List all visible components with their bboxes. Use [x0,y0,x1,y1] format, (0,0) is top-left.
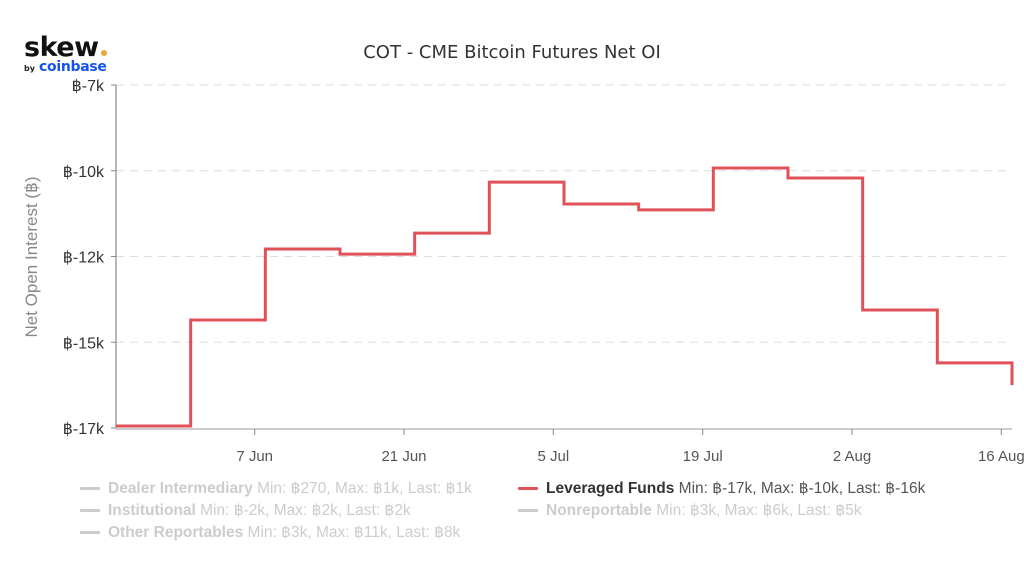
legend-swatch [80,509,100,513]
x-tick-label: 19 Jul [683,448,723,465]
y-axis-label: Net Open Interest (฿) [22,176,41,337]
legend-item-leveraged-funds[interactable]: Leveraged Funds Min: ฿-17k, Max: ฿-10k, … [518,478,925,500]
x-tick-label: 16 Aug [978,448,1024,465]
y-tick-label: ฿-15k [63,335,105,352]
legend-swatch [80,531,100,535]
logo-by: by [24,64,35,73]
y-tick-label: ฿-17k [63,421,105,438]
x-tick-label: 7 Jun [236,448,273,465]
legend-swatch [518,487,538,491]
skew-logo: skew by coinbase [24,34,114,78]
logo-brand: coinbase [39,59,107,75]
logo-dot [100,50,107,56]
logo-wordmark: skew [24,34,107,62]
y-axis: ฿-7k ฿-10k ฿-12k ฿-15k ฿-17k [63,78,117,438]
y-tick-label: ฿-10k [63,164,105,181]
y-tick-label: ฿-7k [72,78,105,95]
legend-swatch [518,509,538,513]
series-group [116,166,1014,428]
legend-swatch [80,487,100,491]
x-tick-label: 21 Jun [381,448,426,465]
gridlines [116,84,1012,343]
x-tick-label: 2 Aug [833,448,871,465]
legend-item-other-reportables[interactable]: Other Reportables Min: ฿3k, Max: ฿11k, L… [80,522,460,544]
legend-item-dealer-intermediary[interactable]: Dealer Intermediary Min: ฿270, Max: ฿1k,… [80,478,472,500]
series-line-leveraged-funds [116,166,1014,428]
legend-item-institutional[interactable]: Institutional Min: ฿-2k, Max: ฿2k, Last:… [80,500,411,522]
x-tick-label: 5 Jul [537,448,569,465]
x-axis: 7 Jun 21 Jun 5 Jul 19 Jul 2 Aug 16 Aug [116,428,1024,465]
legend: Dealer Intermediary Min: ฿270, Max: ฿1k,… [80,478,1020,544]
legend-item-nonreportable[interactable]: Nonreportable Min: ฿3k, Max: ฿6k, Last: … [518,500,862,522]
chart-title: COT - CME Bitcoin Futures Net OI [363,42,661,63]
y-tick-label: ฿-12k [63,250,105,267]
